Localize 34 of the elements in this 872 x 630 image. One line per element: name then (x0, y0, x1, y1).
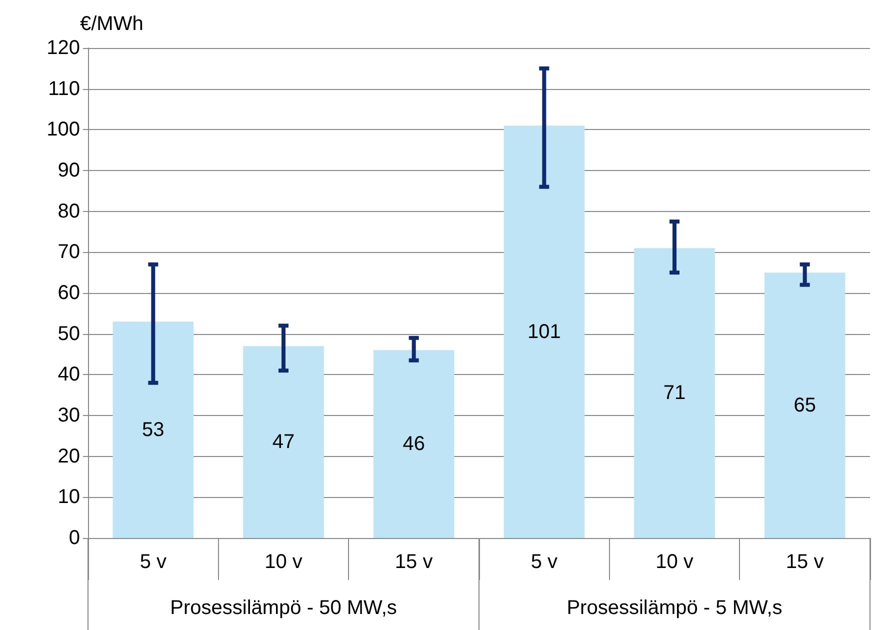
data-label: 47 (272, 431, 295, 454)
x-tick-label: 5 v (530, 551, 558, 573)
bar (504, 126, 585, 538)
text: Prosessilämpö - 5 MW,s (566, 597, 782, 619)
y-tick-label: 20 (58, 445, 80, 468)
x-tick-label: 15 v (394, 551, 433, 573)
data-label: 101 (527, 320, 561, 343)
bar (373, 350, 454, 538)
y-axis-title: €/MWh (80, 13, 144, 35)
y-tick-label: 50 (58, 322, 80, 345)
x-tick-label: 10 v (656, 551, 694, 573)
x-tick-label: 10 v (264, 551, 302, 573)
y-tick-label: 30 (58, 404, 80, 426)
y-tick-label: 120 (46, 37, 80, 59)
x-tick-label: 15 v (786, 551, 824, 573)
y-tick-label: 0 (68, 527, 80, 549)
data-label: 46 (402, 433, 425, 456)
bar (764, 272, 846, 538)
y-tick-label: 70 (58, 241, 80, 264)
bar (112, 322, 194, 538)
x-tick-label: 5 v (140, 551, 167, 573)
bar (243, 346, 324, 538)
y-tick-label: 40 (58, 364, 80, 386)
y-tick-label: 90 (58, 160, 80, 182)
text: Prosessilämpö - 50 MW,s (170, 597, 397, 619)
bar (634, 248, 715, 538)
data-label: 71 (663, 382, 686, 404)
y-tick-label: 100 (46, 118, 80, 141)
y-tick-label: 110 (48, 78, 80, 100)
y-tick-label: 80 (58, 200, 80, 222)
data-label: 53 (142, 418, 164, 441)
y-tick-label: 60 (58, 282, 80, 304)
data-label: 65 (794, 394, 816, 416)
y-tick-label: 10 (58, 486, 80, 508)
